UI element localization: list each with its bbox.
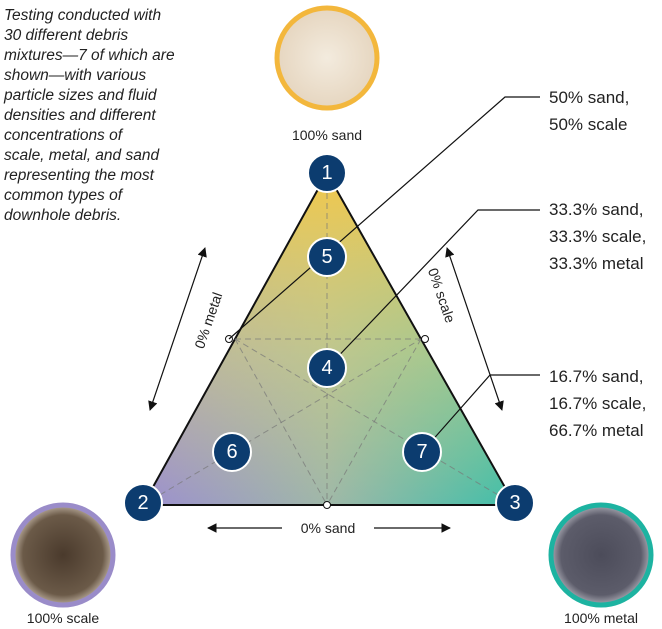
callout-line: 66.7% metal xyxy=(549,421,644,440)
diagram: Testing conducted with 30 different debr… xyxy=(0,0,662,629)
intro-line: scale, metal, and sand xyxy=(4,147,160,164)
edge-point xyxy=(422,336,429,343)
callouts: 50% sand, 50% scale 33.3% sand, 33.3% sc… xyxy=(549,88,646,440)
intro-line: mixtures—7 of which are xyxy=(4,47,175,64)
edge-label: 0% scale xyxy=(425,266,459,325)
intro-text: Testing conducted with 30 different debr… xyxy=(3,7,175,224)
sand-sample xyxy=(277,8,377,108)
metal-sample xyxy=(551,505,651,605)
callout-line: 16.7% scale, xyxy=(549,394,646,413)
node-label: 3 xyxy=(509,492,520,514)
intro-line: representing the most xyxy=(4,167,155,184)
callout-line: 16.7% sand, xyxy=(549,367,644,386)
edge-label: 0% sand xyxy=(301,520,355,536)
intro-line: common types of xyxy=(4,187,124,204)
callout-line: 33.3% metal xyxy=(549,254,644,273)
sample-label: 100% sand xyxy=(292,127,362,143)
intro-line: Testing conducted with xyxy=(4,7,161,24)
intro-line: densities and different xyxy=(4,107,156,124)
node-label: 2 xyxy=(137,492,148,514)
callout-line: 33.3% scale, xyxy=(549,227,646,246)
node-label: 5 xyxy=(321,246,332,268)
callout-line: 50% scale xyxy=(549,115,627,134)
edge-arrow xyxy=(447,248,502,410)
edge-label: 0% metal xyxy=(191,290,225,350)
intro-line: shown—with various xyxy=(4,67,146,84)
callout-line: 50% sand, xyxy=(549,88,629,107)
node-label: 7 xyxy=(416,441,427,463)
node-label: 6 xyxy=(226,441,237,463)
node-label: 1 xyxy=(321,162,332,184)
scale-sample xyxy=(13,505,113,605)
intro-line: particle sizes and fluid xyxy=(3,87,158,104)
intro-line: concentrations of xyxy=(4,127,124,144)
sample-label: 100% metal xyxy=(564,610,638,626)
node-label: 4 xyxy=(321,357,332,379)
callout-line: 33.3% sand, xyxy=(549,200,644,219)
intro-line: downhole debris. xyxy=(4,207,121,224)
edge-point xyxy=(324,502,331,509)
sample-label: 100% scale xyxy=(27,610,100,626)
intro-line: 30 different debris xyxy=(4,27,128,44)
